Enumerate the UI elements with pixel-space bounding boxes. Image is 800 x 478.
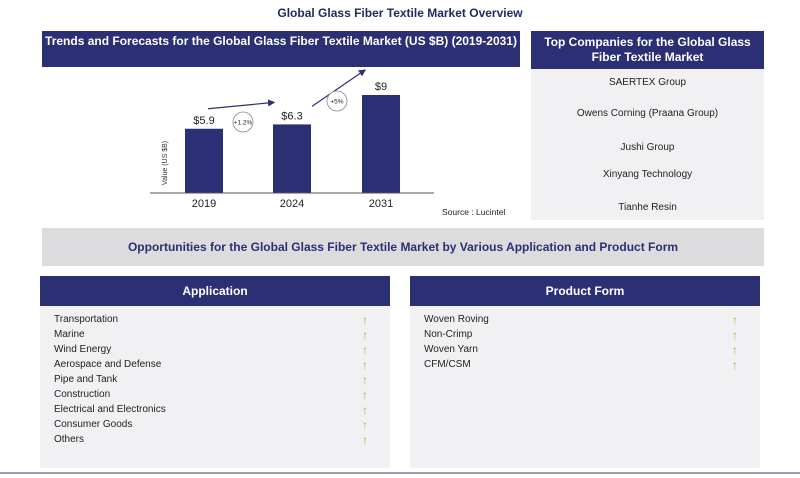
source-label: Source : Lucintel [442,207,505,217]
up-arrow-icon: ↑ [362,433,368,447]
growth-label: +5% [330,99,343,106]
list-item: CFM/CSM ↑ [424,358,746,374]
list-item: Woven Yarn ↑ [424,343,746,359]
list-item: Aerospace and Defense ↑ [54,358,376,374]
companies-header: Top Companies for the Global Glass Fiber… [531,31,764,69]
up-arrow-icon: ↑ [362,328,368,342]
list-item-label: Woven Roving [424,314,489,325]
tick-label-2019: 2019 [192,198,216,210]
application-header: Application [40,276,390,306]
opportunities-banner: Opportunities for the Global Glass Fiber… [42,228,764,266]
list-item: Wind Energy ↑ [54,343,376,359]
list-item-label: Others [54,434,85,445]
up-arrow-icon: ↑ [362,388,368,402]
list-item-label: Electrical and Electronics [54,404,166,415]
data-label-2024: $6.3 [281,110,302,122]
up-arrow-icon: ↑ [362,418,368,432]
list-item-label: Transportation [54,314,119,325]
y-axis-label: Value (US $B) [162,141,169,185]
tick-label-2024: 2024 [280,198,304,210]
up-arrow-icon: ↑ [362,358,368,372]
bottom-divider [0,472,800,474]
bar-2024 [273,124,311,193]
bar-chart: Value (US $B) $5.9 2019 $6.3 2024 $9 2031 +1.2%… [150,69,505,217]
list-item-label: Wind Energy [54,344,112,355]
company-item: SAERTEX Group [608,77,687,88]
company-item: Tianhe Resin [618,202,677,213]
list-item-label: Consumer Goods [54,419,133,430]
data-label-2031: $9 [375,81,387,93]
up-arrow-icon: ↑ [732,313,738,327]
company-item: Jushi Group [620,142,675,153]
list-item: Construction ↑ [54,388,376,404]
list-item: Consumer Goods ↑ [54,418,376,434]
growth-circle [326,90,348,112]
page-title: Global Glass Fiber Textile Market Overvi… [277,6,523,20]
company-item: Owens Corning (Praana Group) [576,108,719,119]
product-form-header: Product Form [410,276,760,306]
list-item: Transportation ↑ [54,313,376,329]
growth-arrow [311,69,366,107]
list-item: Others ↑ [54,433,376,449]
data-label-2019: $5.9 [193,115,214,127]
application-panel: Application Transportation ↑ Marine ↑ Wind… [40,276,390,468]
up-arrow-icon: ↑ [732,358,738,372]
list-item-label: Construction [54,389,111,400]
bar-2019 [185,128,223,193]
up-arrow-icon: ↑ [362,373,368,387]
up-arrow-icon: ↑ [362,403,368,417]
growth-label: +1.2% [234,120,253,127]
list-item-label: Marine [54,329,85,340]
list-item-label: Pipe and Tank [54,374,118,385]
product-form-panel: Product Form Woven Roving ↑ Non-Crimp ↑ Wo… [410,276,760,468]
list-item: Marine ↑ [54,328,376,344]
companies-list: SAERTEX Group Owens Corning (Praana Grou… [531,69,764,220]
list-item-label: Woven Yarn [424,344,478,355]
up-arrow-icon: ↑ [362,313,368,327]
growth-arrow [207,99,276,110]
growth-circle [232,111,254,133]
bar-2031 [362,95,400,193]
list-item: Woven Roving ↑ [424,313,746,329]
list-item-label: Aerospace and Defense [54,359,162,370]
list-item-label: Non-Crimp [424,329,473,340]
list-item: Non-Crimp ↑ [424,328,746,344]
list-item: Electrical and Electronics ↑ [54,403,376,419]
list-item-label: CFM/CSM [424,359,471,370]
chart-area: Value (US $B) $5.9 2019 $6.3 2024 $9 2031 +1.2%… [42,67,520,222]
tick-label-2031: 2031 [369,198,393,210]
chart-header: Trends and Forecasts for the Global Glas… [42,31,520,67]
up-arrow-icon: ↑ [732,328,738,342]
company-item: Xinyang Technology [602,169,693,180]
list-item: Pipe and Tank ↑ [54,373,376,389]
up-arrow-icon: ↑ [362,343,368,357]
up-arrow-icon: ↑ [732,343,738,357]
